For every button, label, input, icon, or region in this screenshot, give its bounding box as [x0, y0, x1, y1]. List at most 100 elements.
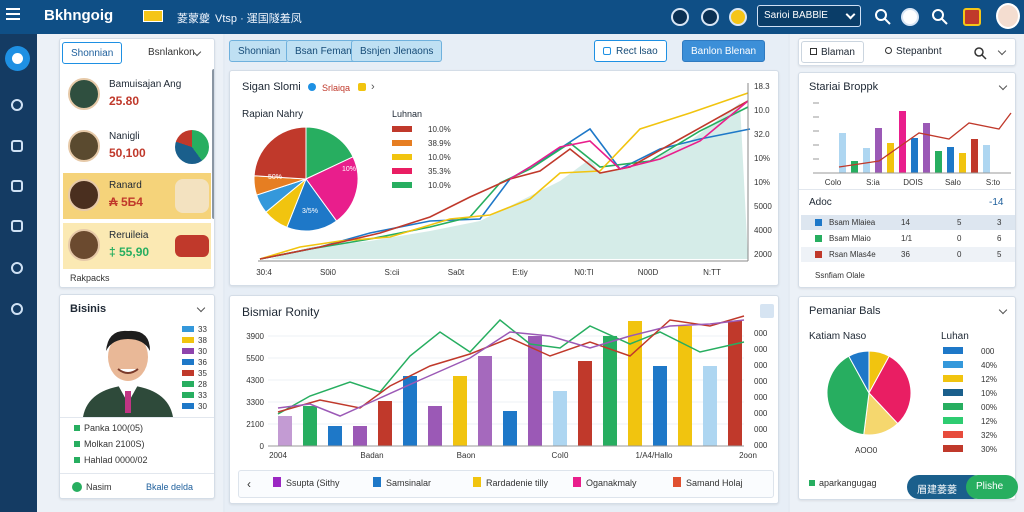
publish-button[interactable]: Plishe — [966, 475, 1018, 499]
bar[interactable] — [303, 406, 317, 446]
table-row[interactable]: Rsan Mlas4e 36 0 5 — [801, 247, 1015, 262]
pencil-icon[interactable] — [358, 83, 366, 91]
pie-slice[interactable] — [826, 355, 870, 436]
contacts-footer[interactable]: Rakpacks — [70, 273, 110, 283]
bar[interactable] — [578, 361, 592, 446]
gear-icon[interactable] — [8, 300, 26, 318]
user-avatar[interactable] — [996, 3, 1020, 29]
bar[interactable] — [628, 321, 642, 446]
om-icon[interactable] — [701, 8, 719, 26]
crest-icon[interactable] — [963, 8, 981, 26]
edit-icon[interactable] — [308, 83, 316, 91]
moon-icon[interactable] — [8, 96, 26, 114]
series-line[interactable] — [509, 100, 749, 180]
bar[interactable] — [353, 426, 367, 446]
bar[interactable] — [278, 416, 292, 446]
search-icon[interactable] — [874, 8, 892, 26]
bar[interactable] — [887, 143, 894, 173]
workspace-select[interactable]: Sarioi BABBlE — [757, 5, 861, 27]
bar[interactable] — [453, 376, 467, 446]
bar[interactable] — [839, 133, 846, 173]
contact-row[interactable]: Ranard ₳ 5Б4 — [63, 173, 211, 219]
pin-icon[interactable] — [8, 259, 26, 277]
home-icon[interactable] — [5, 46, 30, 71]
footer-toggle[interactable]: Nasim — [72, 482, 112, 492]
bar[interactable] — [935, 151, 942, 173]
bar[interactable] — [328, 426, 342, 446]
bar[interactable] — [911, 138, 918, 173]
secondary-button[interactable]: Banlon Blenan — [682, 40, 766, 62]
expand-icon[interactable] — [760, 304, 774, 318]
bar[interactable] — [678, 326, 692, 446]
tab-right-2[interactable]: Stepanbnt — [877, 41, 950, 63]
tab-center-1[interactable]: Shonnian — [229, 40, 290, 62]
pie-slice[interactable] — [253, 126, 307, 180]
bar[interactable] — [603, 336, 617, 446]
bar[interactable] — [959, 153, 966, 173]
chevron-left-icon[interactable]: ‹ — [247, 477, 251, 491]
table-row[interactable]: Bsam Mlaio 1/1 0 6 — [801, 231, 1015, 246]
legend-item[interactable]: Samand Holaj — [673, 477, 743, 488]
bar[interactable] — [983, 145, 990, 173]
tab-bsnlankon[interactable]: Bsnlankon — [140, 42, 203, 64]
pie-slice[interactable] — [305, 156, 359, 222]
search-icon-2[interactable] — [931, 8, 949, 26]
bar[interactable] — [503, 411, 517, 446]
scrollbar[interactable] — [212, 69, 214, 219]
legend-item[interactable]: Rardadenie tilly — [473, 477, 548, 488]
profile-item[interactable]: Hahlad 0000/02 — [74, 455, 148, 465]
chevron-right-icon[interactable]: › — [371, 81, 375, 93]
legend-item[interactable]: Samsinalar — [373, 477, 431, 488]
nav-secondary[interactable]: Vtsp · 運国隧羞凤 — [215, 13, 302, 25]
bar[interactable] — [403, 376, 417, 446]
tab-center-3[interactable]: Bsnjen Jlenaons — [351, 40, 443, 62]
series-line[interactable] — [277, 319, 745, 417]
flag-round-icon[interactable] — [729, 8, 747, 26]
right-bar-chart[interactable]: Colo S:ia DOIS Salo S:to — [799, 73, 1016, 193]
bar[interactable] — [428, 406, 442, 446]
chevron-down-icon[interactable] — [997, 46, 1007, 56]
bar[interactable] — [703, 366, 717, 446]
series-line[interactable] — [277, 315, 745, 413]
table-footer[interactable]: Ssnfiam Olale — [815, 271, 865, 280]
contact-row[interactable]: Bamuisajan Ang 25.80 — [63, 72, 211, 118]
contact-row[interactable]: Nanigli 50,100 — [63, 124, 211, 170]
pie-slice[interactable] — [868, 355, 912, 425]
contact-row[interactable]: Reruileia ‡ 55,90 — [63, 223, 211, 269]
bar[interactable] — [923, 123, 930, 173]
series-line[interactable] — [259, 100, 749, 260]
tab-right-1[interactable]: Blaman — [801, 41, 864, 63]
bar[interactable] — [971, 139, 978, 173]
series-line[interactable] — [259, 92, 749, 260]
chevron-down-icon[interactable] — [196, 303, 206, 313]
calendar-icon[interactable] — [8, 137, 26, 155]
series-line[interactable] — [838, 112, 1012, 168]
line-chart[interactable]: 50%10%3/5%10.0%38.9%10.0%35.3%10.0%30:4 S… — [230, 71, 779, 286]
profile-item[interactable]: Molkan 2100S) — [74, 439, 145, 449]
pie-slice[interactable] — [286, 177, 338, 232]
nav-primary[interactable]: 菱蒙夔 — [177, 13, 210, 25]
sun-icon[interactable] — [671, 8, 689, 26]
tab-shonnian[interactable]: Shonnian — [62, 42, 123, 64]
tab-center-2[interactable]: Bsan Feman — [286, 40, 361, 62]
record-icon[interactable] — [901, 8, 919, 26]
bar[interactable] — [947, 147, 954, 173]
bar[interactable] — [899, 111, 906, 173]
bar[interactable] — [478, 356, 492, 446]
bar[interactable] — [553, 391, 567, 446]
bar[interactable] — [653, 366, 667, 446]
bar-line-chart[interactable]: 3900550043003300210000000000000000000000… — [230, 296, 779, 504]
legend-item[interactable]: Ssupta (Sithy — [273, 477, 340, 488]
bar[interactable] — [528, 336, 542, 446]
primary-button[interactable]: Rect lsao — [594, 40, 667, 62]
search-icon[interactable] — [973, 46, 987, 60]
footer-toggle[interactable]: aparkangugag — [809, 478, 877, 488]
bar[interactable] — [728, 321, 742, 446]
profile-item[interactable]: Panka 100(05) — [74, 423, 143, 433]
table-row[interactable]: Bsam Mlaiea 14 5 3 — [801, 215, 1015, 230]
building-icon[interactable] — [8, 217, 26, 235]
bar[interactable] — [378, 401, 392, 446]
pie-slice[interactable] — [848, 350, 870, 394]
pie-slice[interactable] — [305, 126, 354, 180]
right-pie-chart[interactable]: 000 40% 12% 10% 00% 12% 32% 30% — [799, 297, 1016, 467]
